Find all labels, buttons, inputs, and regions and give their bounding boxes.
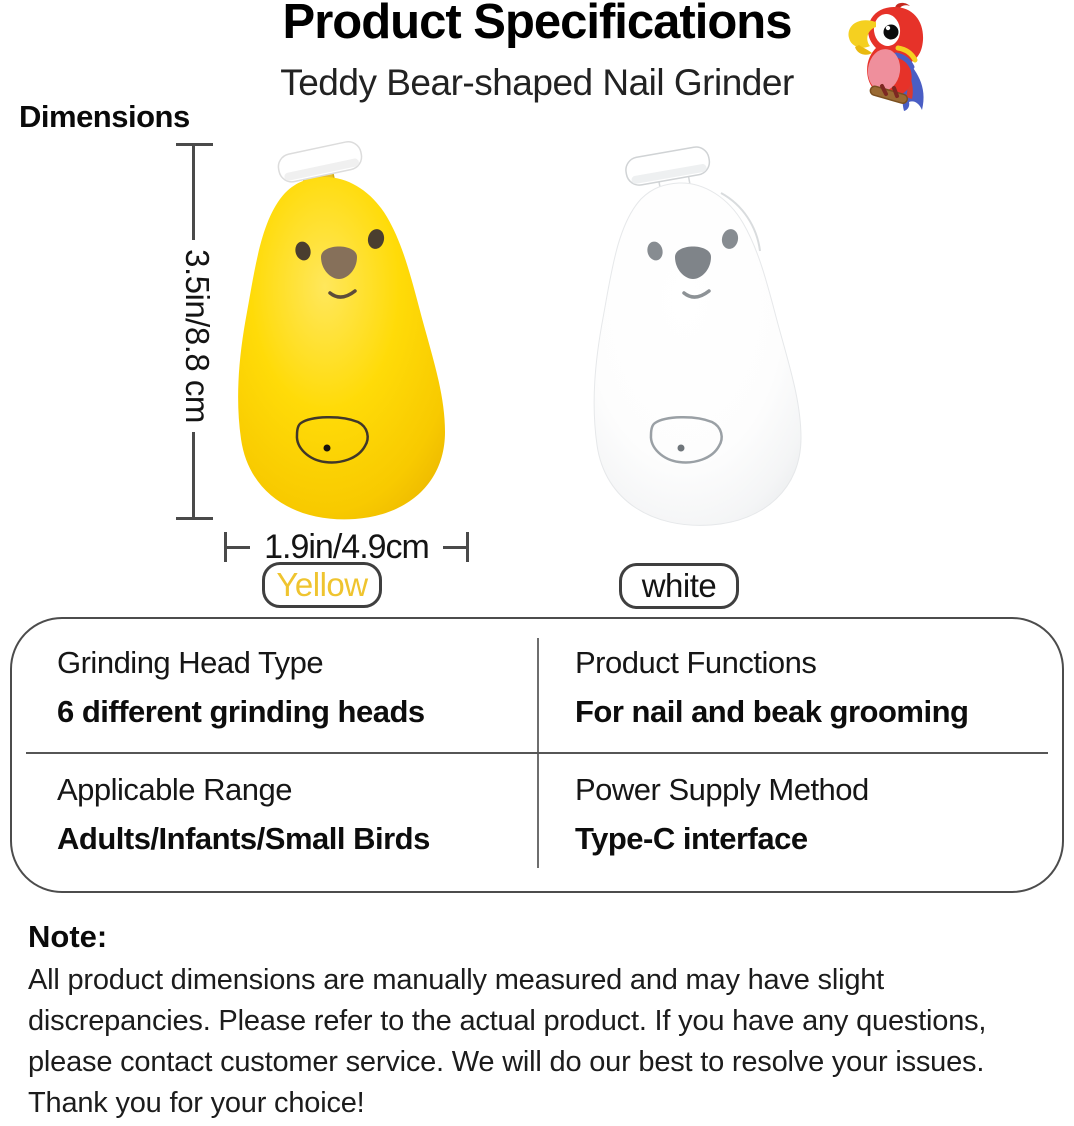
height-dimension-line — [192, 432, 195, 519]
bear-eye-right — [721, 229, 739, 249]
color-badge-white: white — [619, 563, 739, 609]
bear-eye-left — [295, 241, 311, 261]
bear-nose — [675, 246, 711, 279]
width-dimension-line — [466, 532, 469, 562]
spec-cell-product-functions: Product Functions For nail and beak groo… — [575, 645, 969, 730]
spec-cell-applicable-range: Applicable Range Adults/Infants/Small Bi… — [57, 772, 430, 857]
product-image-white — [593, 146, 802, 526]
width-dimension-line — [226, 546, 250, 549]
bear-nose — [321, 246, 357, 279]
grinder-cap — [277, 141, 363, 183]
power-switch-outline — [295, 416, 369, 464]
height-dimension-line — [176, 143, 213, 146]
product-image-yellow — [238, 141, 445, 520]
width-dimension-label: 1.9in/4.9cm — [264, 528, 430, 566]
grinder-body — [593, 182, 802, 526]
height-dimension-line — [176, 517, 213, 520]
spec-value: Adults/Infants/Small Birds — [57, 821, 430, 856]
bear-face — [647, 229, 739, 299]
bear-eye-left — [647, 241, 663, 261]
dimensions-label: Dimensions — [19, 99, 190, 134]
power-switch-dot — [323, 444, 331, 452]
bear-face — [295, 229, 385, 299]
width-dimension-line — [224, 532, 227, 562]
power-switch-outline — [649, 416, 723, 464]
spec-label: Power Supply Method — [575, 772, 869, 807]
parrot-icon — [848, 2, 924, 111]
height-dimension-line — [192, 145, 195, 240]
bear-smile — [682, 289, 711, 299]
page-subtitle: Teddy Bear-shaped Nail Grinder — [280, 62, 794, 103]
spec-label: Product Functions — [575, 645, 817, 680]
grinder-body — [238, 176, 445, 520]
spec-label: Grinding Head Type — [57, 645, 324, 680]
spec-cell-grinding-head-type: Grinding Head Type 6 different grinding … — [57, 645, 425, 730]
spec-value: 6 different grinding heads — [57, 694, 425, 729]
spec-cell-power-supply: Power Supply Method Type-C interface — [575, 772, 869, 857]
page-title: Product Specifications — [282, 0, 793, 49]
grinder-cap — [625, 146, 711, 186]
note-text: All product dimensions are manually meas… — [28, 964, 987, 1119]
bear-eye-right — [367, 229, 385, 249]
bear-smile — [328, 289, 357, 299]
color-badge-yellow: Yellow — [262, 562, 382, 608]
spec-table-horizontal-divider — [26, 752, 1048, 754]
cap-seam-line — [720, 192, 761, 252]
spec-table — [10, 617, 1064, 893]
width-dimension-line — [443, 546, 467, 549]
spec-value: Type-C interface — [575, 821, 808, 856]
note-label: Note: — [28, 919, 108, 954]
spec-value: For nail and beak grooming — [575, 694, 969, 729]
height-dimension-label: 3.5in/8.8 cm — [179, 249, 216, 423]
power-switch-dot — [677, 444, 685, 452]
spec-label: Applicable Range — [57, 772, 293, 807]
